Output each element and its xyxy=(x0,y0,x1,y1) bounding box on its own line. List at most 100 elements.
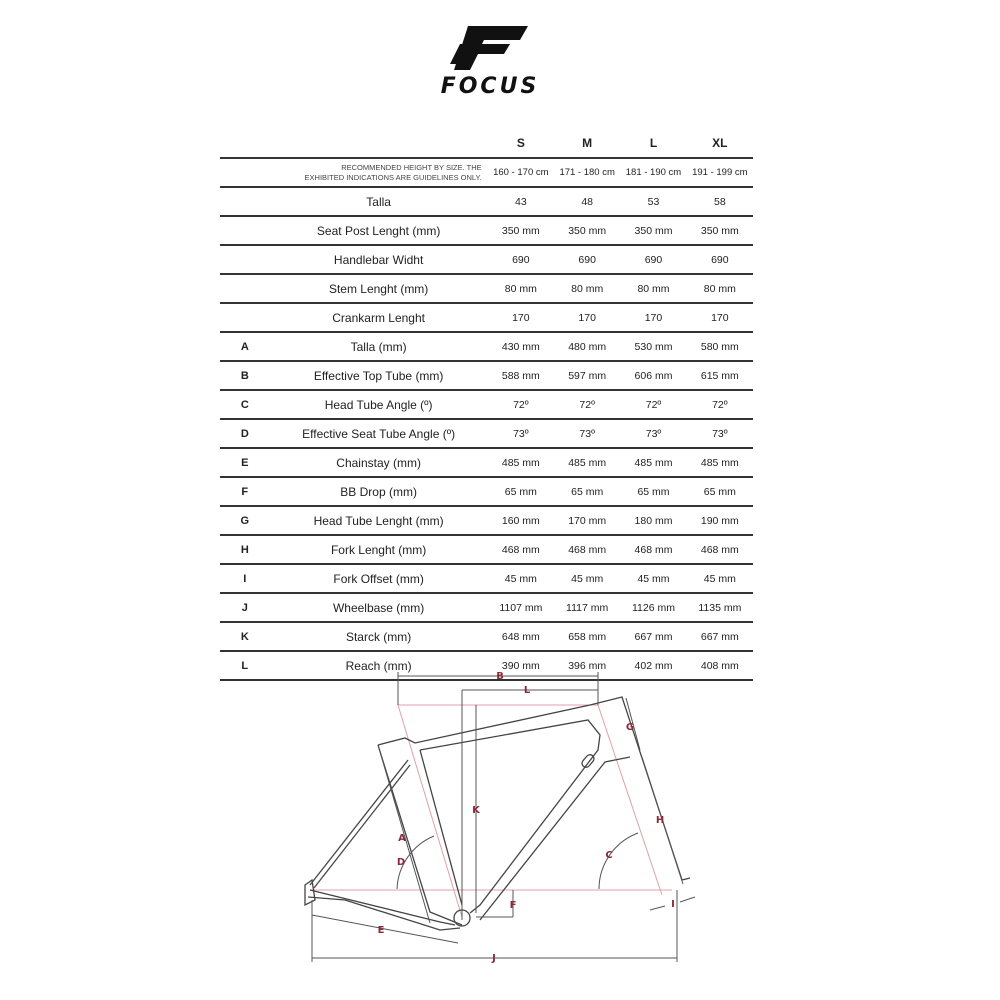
table-cell: 1126 mm xyxy=(620,593,687,623)
dimension-letter: K xyxy=(220,622,270,652)
table-cell: 181 - 190 cm xyxy=(620,158,687,188)
table-cell: 588 mm xyxy=(487,361,554,391)
focus-logo: FOCUS xyxy=(400,22,580,102)
dimension-label-h: H xyxy=(656,815,664,826)
table-cell: 350 mm xyxy=(487,216,554,246)
table-cell: 468 mm xyxy=(487,535,554,565)
row-label: Crankarm Lenght xyxy=(269,303,488,333)
table-cell: 65 mm xyxy=(554,477,621,507)
table-row: Seat Post Lenght (mm) 350 mm 350 mm 350 mm 3… xyxy=(220,216,753,246)
dimension-letter: F xyxy=(220,477,270,507)
table-cell: 690 xyxy=(686,245,753,275)
row-label: Talla xyxy=(269,187,488,217)
row-label: Effective Top Tube (mm) xyxy=(269,361,488,391)
table-cell: 350 mm xyxy=(554,216,621,246)
table-cell: 350 mm xyxy=(620,216,687,246)
table-cell: 1107 mm xyxy=(487,593,554,623)
dimension-letter: L xyxy=(220,651,270,681)
dimension-letter xyxy=(220,274,270,304)
table-cell: 58 xyxy=(686,187,753,217)
dimension-letter: C xyxy=(220,390,270,420)
table-row: H Fork Lenght (mm) 468 mm 468 mm 468 mm 468 m… xyxy=(220,535,753,565)
table-cell: 667 mm xyxy=(686,622,753,652)
dimension-label-k: K xyxy=(472,805,481,816)
dimension-letter: I xyxy=(220,564,270,594)
table-cell: 690 xyxy=(554,245,621,275)
table-row: C Head Tube Angle (º) 72º 72º 72º 72º xyxy=(220,390,753,420)
table-cell: 72º xyxy=(686,390,753,420)
dimension-label-c: C xyxy=(605,850,612,861)
row-label: Wheelbase (mm) xyxy=(269,593,488,623)
table-cell: 690 xyxy=(620,245,687,275)
table-cell: 597 mm xyxy=(554,361,621,391)
dimension-label-e: E xyxy=(378,925,385,936)
rec-line2: EXHIBITED INDICATIONS ARE GUIDELINES ONL… xyxy=(304,172,482,182)
table-cell: 615 mm xyxy=(686,361,753,391)
table-cell: 180 mm xyxy=(620,506,687,536)
size-header: XL xyxy=(686,128,753,159)
table-cell: 468 mm xyxy=(686,535,753,565)
table-cell: 580 mm xyxy=(686,332,753,362)
table-cell: 80 mm xyxy=(620,274,687,304)
table-cell: 45 mm xyxy=(554,564,621,594)
table-cell: 485 mm xyxy=(620,448,687,478)
dimension-label-j: J xyxy=(491,953,496,964)
dimension-label-l: L xyxy=(524,685,531,696)
table-cell: 191 - 199 cm xyxy=(686,158,753,188)
table-row: Crankarm Lenght 170 170 170 170 xyxy=(220,303,753,333)
row-label: Chainstay (mm) xyxy=(269,448,488,478)
dimension-letter: E xyxy=(220,448,270,478)
table-cell: 45 mm xyxy=(620,564,687,594)
table-cell: 1135 mm xyxy=(686,593,753,623)
table-cell: 530 mm xyxy=(620,332,687,362)
table-row: D Effective Seat Tube Angle (º) 73º 73º 73º 7… xyxy=(220,419,753,449)
dimension-label-f: F xyxy=(510,900,517,911)
table-cell: 73º xyxy=(620,419,687,449)
table-row: Handlebar Widht 690 690 690 690 xyxy=(220,245,753,275)
dimension-label-i: I xyxy=(671,899,675,910)
rec-line1: RECOMMENDED HEIGHT BY SIZE. THE xyxy=(341,162,482,172)
dimension-letter: D xyxy=(220,419,270,449)
table-cell: 170 xyxy=(620,303,687,333)
dimension-letter: A xyxy=(220,332,270,362)
dimension-letter: G xyxy=(220,506,270,536)
table-cell: 65 mm xyxy=(487,477,554,507)
row-label: Talla (mm) xyxy=(269,332,488,362)
table-cell: 65 mm xyxy=(620,477,687,507)
table-cell: 65 mm xyxy=(686,477,753,507)
table-cell: 80 mm xyxy=(487,274,554,304)
dimension-letter xyxy=(220,303,270,333)
table-cell: 170 xyxy=(487,303,554,333)
table-row: J Wheelbase (mm) 1107 mm 1117 mm 1126 mm 1135… xyxy=(220,593,753,623)
dimension-label-d: D xyxy=(397,857,405,868)
table-cell: 690 xyxy=(487,245,554,275)
dimension-letter: B xyxy=(220,361,270,391)
table-cell: 408 mm xyxy=(686,651,753,681)
table-row: Stem Lenght (mm) 80 mm 80 mm 80 mm 80 mm xyxy=(220,274,753,304)
dimension-letter xyxy=(220,187,270,217)
dimension-label-a: A xyxy=(398,833,406,844)
table-row: A Talla (mm) 430 mm 480 mm 530 mm 580 mm xyxy=(220,332,753,362)
row-label: Handlebar Widht xyxy=(269,245,488,275)
recommended-height-row: RECOMMENDED HEIGHT BY SIZE. THE EXHIBITE… xyxy=(220,158,753,188)
table-cell: 648 mm xyxy=(487,622,554,652)
table-row: E Chainstay (mm) 485 mm 485 mm 485 mm 485 mm xyxy=(220,448,753,478)
size-header: S xyxy=(487,128,554,159)
table-cell: 170 xyxy=(554,303,621,333)
bike-frame xyxy=(304,696,691,931)
table-cell: 430 mm xyxy=(487,332,554,362)
table-cell: 658 mm xyxy=(554,622,621,652)
table-cell: 480 mm xyxy=(554,332,621,362)
table-cell: 80 mm xyxy=(686,274,753,304)
table-cell: 73º xyxy=(686,419,753,449)
dimension-label-b: B xyxy=(496,671,504,682)
table-cell: 72º xyxy=(554,390,621,420)
row-label: Effective Seat Tube Angle (º) xyxy=(269,419,488,449)
brand-name: FOCUS xyxy=(440,74,540,99)
table-cell: 73º xyxy=(487,419,554,449)
row-label: Stem Lenght (mm) xyxy=(269,274,488,304)
table-cell: 73º xyxy=(554,419,621,449)
table-cell: 170 mm xyxy=(554,506,621,536)
row-label: Head Tube Lenght (mm) xyxy=(269,506,488,536)
